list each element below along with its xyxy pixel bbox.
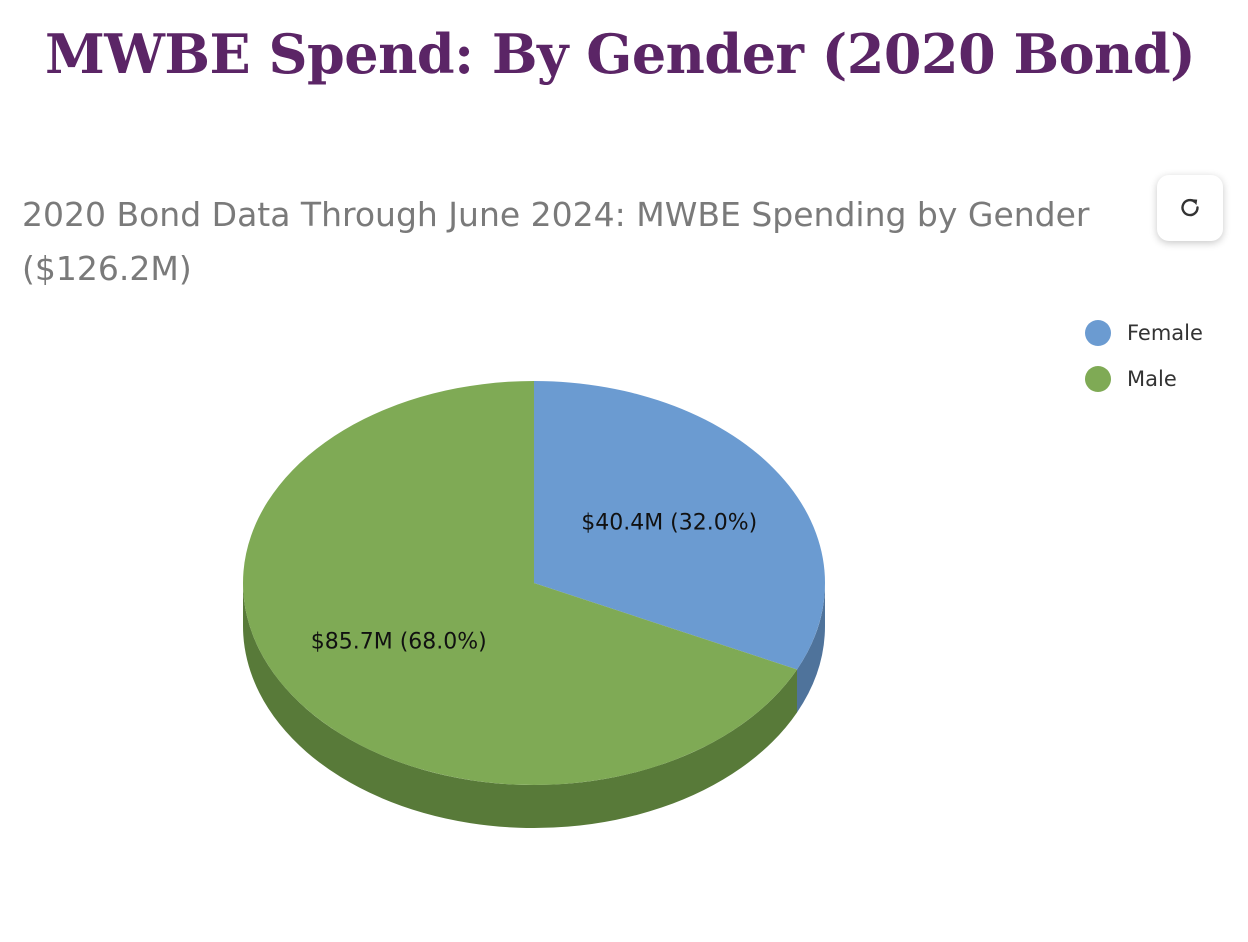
legend-swatch-female	[1085, 320, 1111, 346]
pie-side-layer	[243, 583, 825, 829]
pie-slice-female[interactable]	[534, 381, 825, 670]
legend-swatch-male	[1085, 366, 1111, 392]
chart-title: 2020 Bond Data Through June 2024: MWBE S…	[22, 195, 1090, 288]
legend-item-male[interactable]: Male	[1085, 356, 1203, 402]
legend-item-female[interactable]: Female	[1085, 310, 1203, 356]
pie-side-female	[797, 583, 825, 713]
refresh-button[interactable]	[1157, 175, 1223, 241]
data-label-male: $85.7M (68.0%)	[311, 629, 487, 654]
legend-label-male: Male	[1127, 367, 1177, 391]
pie-slice-male[interactable]	[243, 380, 798, 785]
legend-label-female: Female	[1127, 321, 1203, 345]
pie-label-layer: $40.4M (32.0%) $85.7M (68.0%)	[311, 511, 757, 655]
refresh-icon	[1181, 198, 1199, 217]
pie-side-male	[243, 583, 798, 829]
legend: Female Male	[1085, 310, 1203, 402]
pie-top-layer	[243, 380, 825, 785]
data-label-female: $40.4M (32.0%)	[581, 511, 757, 536]
page-title: MWBE Spend: By Gender (2020 Bond)	[45, 22, 1196, 86]
